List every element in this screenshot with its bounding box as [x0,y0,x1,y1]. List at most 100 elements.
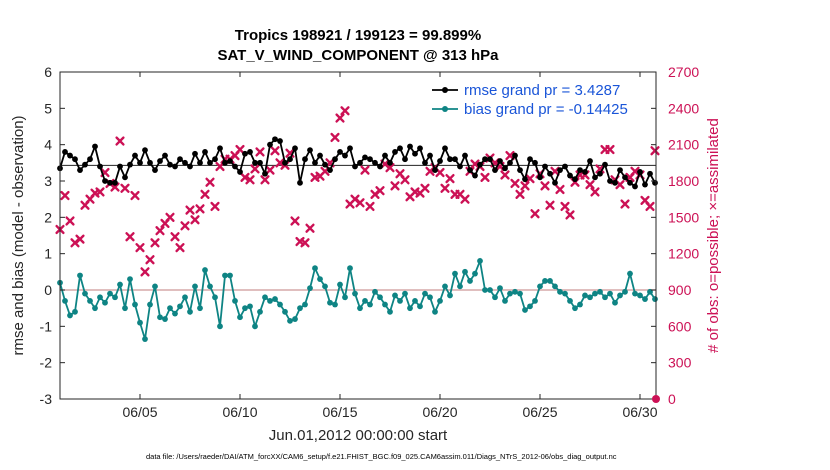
rmse-point [572,176,578,183]
bias-point [162,316,168,322]
rmse-point [262,170,268,177]
bias-point [222,272,228,279]
rmse-point [392,149,398,155]
assimilated-marker [480,172,490,182]
y2-tick-label: 300 [668,355,692,371]
assimilated-marker [375,186,385,196]
bias-point [592,290,598,297]
assimilated-marker [210,201,220,212]
rmse-point [147,159,153,166]
bias-point [212,294,218,301]
bias-point [377,294,383,301]
rmse-point [397,145,403,152]
bias-point [127,276,133,282]
bias-point [477,258,483,264]
rmse-point [552,179,558,186]
rmse-point [242,150,248,157]
rmse-point [252,159,258,166]
assimilated-marker [155,226,165,236]
y2-axis-label: # of obs: o=possible; ×=assimilated [705,118,722,353]
rmse-point [642,181,648,188]
rmse-point [647,170,653,177]
bias-point [512,288,518,295]
bias-point [362,298,368,304]
bias-point [122,305,128,312]
bias-point [112,294,118,301]
rmse-point [187,163,193,170]
bias-point [347,265,353,272]
bias-point [552,283,558,290]
rmse-point [612,179,618,186]
rmse-point [517,167,523,174]
rmse-point [427,152,433,159]
bias-point [577,301,583,308]
rmse-point [497,158,503,164]
bias-point [602,294,608,301]
bias-point [147,301,153,308]
rmse-point [157,158,163,164]
rmse-point [202,149,208,155]
bias-point [322,283,328,290]
rmse-point [547,170,553,177]
assimilated-marker [400,175,410,185]
assimilated-marker [355,198,365,208]
rmse-point [212,156,218,163]
assimilated-marker [145,255,155,265]
bias-point [252,323,258,330]
bias-point [202,267,208,273]
y-tick-label: 2 [44,209,52,225]
legend-rmse-label: rmse grand pr = 3.4287 [464,82,620,99]
assimilated-marker [585,180,595,190]
assimilated-marker [440,183,450,193]
x-axis-label: Jun.01,2012 00:00:00 start [269,427,448,444]
y-tick-label: -2 [40,355,53,371]
bias-point [357,305,363,312]
assimilated-marker [620,199,630,209]
rmse-point [387,159,393,166]
assimilated-marker [565,210,575,220]
assimilated-marker [240,172,250,182]
y-tick-label: 0 [44,282,52,298]
bias-point [92,305,98,312]
assimilated-marker [75,234,85,244]
rmse-point [332,156,338,163]
bias-point [62,298,68,304]
bias-point [217,323,223,330]
rmse-point [567,172,573,179]
assimilated-marker [60,190,70,201]
rmse-point [207,159,213,166]
rmse-point [117,163,123,170]
bias-point [152,283,158,290]
assimilated-marker [175,243,185,253]
bias-point [387,308,393,315]
assimilated-marker [120,183,130,193]
rmse-point [127,161,133,168]
bias-point [412,298,418,304]
bias-point [492,294,498,301]
bias-point [242,305,248,312]
bias-point [532,298,538,304]
bias-point [542,278,548,284]
rmse-point [377,163,383,170]
y2-zero-marker [652,395,660,403]
rmse-point [452,156,458,163]
rmse-point [112,179,118,186]
plot-area [60,72,656,399]
assimilated-marker [330,132,340,142]
rmse-point [67,152,73,159]
bias-point [137,319,143,326]
rmse-point [632,183,638,190]
bias-point [197,305,203,312]
assimilated-marker [470,159,480,169]
bias-point [327,299,333,306]
rmse-point [447,156,453,163]
assimilated-marker [270,146,280,156]
rmse-point [62,149,68,155]
rmse-point [272,136,278,143]
assimilated-marker [520,181,530,191]
rmse-point [292,145,298,152]
rmse-point [607,178,613,184]
rmse-point [502,165,508,172]
bias-point [367,301,373,308]
bias-point [87,298,93,304]
